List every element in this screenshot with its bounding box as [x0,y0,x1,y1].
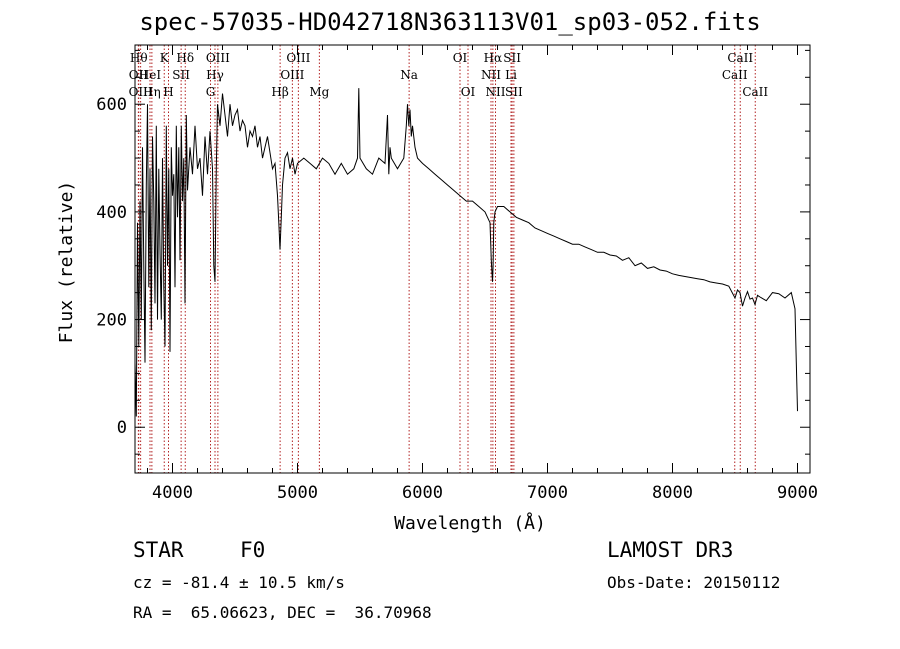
line-marker-label-11: G [206,85,216,99]
line-marker-label-15: Mg [309,85,329,99]
survey-name: LAMOST DR3 [607,538,734,562]
x-tick-label-5: 9000 [777,483,818,503]
line-marker-label-1: OII [129,68,149,82]
y-tick-label-2: 400 [96,203,127,223]
chart-title: spec-57035-HD042718N363113V01_sp03-052.f… [139,8,761,36]
line-marker-label-13: OIII [286,51,310,65]
x-axis-label: Wavelength (Å) [394,512,546,534]
y-tick-label-3: 600 [96,95,127,115]
line-marker-label-20: NII [481,68,501,82]
line-marker-label-23: Li [505,68,517,82]
line-marker-label-12: Hβ [271,85,288,99]
plot-frame [134,44,811,474]
line-marker-label-6: H [163,85,173,99]
line-marker-label-5: K [160,51,170,65]
line-marker-label-8: Hδ [176,51,194,65]
line-marker-label-7: SII [172,68,190,82]
x-tick-label-1: 5000 [277,483,318,503]
line-marker-label-24: SII [505,85,523,99]
star-subclass: F0 [240,538,266,562]
line-marker-label-14: OIII [280,68,304,82]
x-tick-label-4: 8000 [652,483,693,503]
redshift-value: cz = -81.4 ± 10.5 km/s [133,573,345,592]
line-marker-label-3: HeI [139,68,162,82]
line-marker-label-21: NII [486,85,506,99]
line-marker-label-17: OI [453,51,468,65]
line-marker-label-19: Hα [484,51,503,65]
line-marker-label-16: Na [400,68,418,82]
axes: 4000 5000 6000 7000 8000 9000 0 200 400 600 [96,45,818,503]
line-marker-label-25: CaII [727,51,753,65]
line-marker-label-9: OIII [206,51,230,65]
y-tick-label-0: 0 [117,418,127,438]
line-marker-label-27: CaII [742,85,768,99]
line-marker-label-22: SII [503,51,521,65]
line-marker-label-4: Hη [143,85,161,99]
x-tick-label-0: 4000 [152,483,193,503]
y-tick-label-1: 200 [96,311,127,331]
line-marker-label-0: Hθ [130,51,148,65]
obs-date: Obs-Date: 20150112 [607,573,781,592]
star-class: STAR [133,538,184,562]
flux-series-line [134,88,798,417]
y-axis-label: Flux (relative) [56,181,77,344]
line-marker-label-18: OI [461,85,476,99]
line-marker-label-10: Hγ [206,68,224,82]
line-marker-label-26: CaII [722,68,748,82]
x-tick-label-2: 6000 [402,483,443,503]
coordinates: RA = 65.06623, DEC = 36.70968 [133,603,432,622]
x-tick-label-3: 7000 [527,483,568,503]
